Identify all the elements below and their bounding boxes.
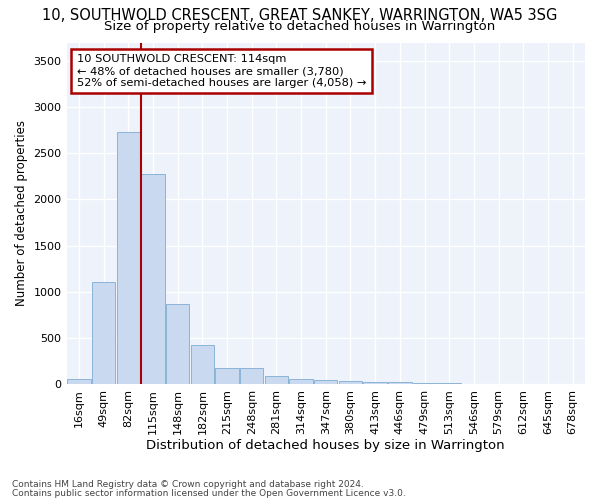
Bar — [166, 304, 190, 384]
Y-axis label: Number of detached properties: Number of detached properties — [15, 120, 28, 306]
Text: Size of property relative to detached houses in Warrington: Size of property relative to detached ho… — [104, 20, 496, 33]
Bar — [240, 368, 263, 384]
X-axis label: Distribution of detached houses by size in Warrington: Distribution of detached houses by size … — [146, 440, 505, 452]
Bar — [116, 132, 140, 384]
Bar — [413, 383, 436, 384]
Bar — [92, 282, 115, 384]
Bar — [265, 376, 288, 384]
Text: Contains HM Land Registry data © Crown copyright and database right 2024.: Contains HM Land Registry data © Crown c… — [12, 480, 364, 489]
Bar — [191, 345, 214, 384]
Bar — [314, 380, 337, 384]
Bar — [289, 379, 313, 384]
Bar — [388, 382, 412, 384]
Bar — [67, 380, 91, 384]
Bar — [141, 174, 164, 384]
Bar — [339, 381, 362, 384]
Bar — [364, 382, 387, 384]
Text: Contains public sector information licensed under the Open Government Licence v3: Contains public sector information licen… — [12, 488, 406, 498]
Bar — [215, 368, 239, 384]
Text: 10 SOUTHWOLD CRESCENT: 114sqm
← 48% of detached houses are smaller (3,780)
52% o: 10 SOUTHWOLD CRESCENT: 114sqm ← 48% of d… — [77, 54, 366, 88]
Text: 10, SOUTHWOLD CRESCENT, GREAT SANKEY, WARRINGTON, WA5 3SG: 10, SOUTHWOLD CRESCENT, GREAT SANKEY, WA… — [43, 8, 557, 22]
